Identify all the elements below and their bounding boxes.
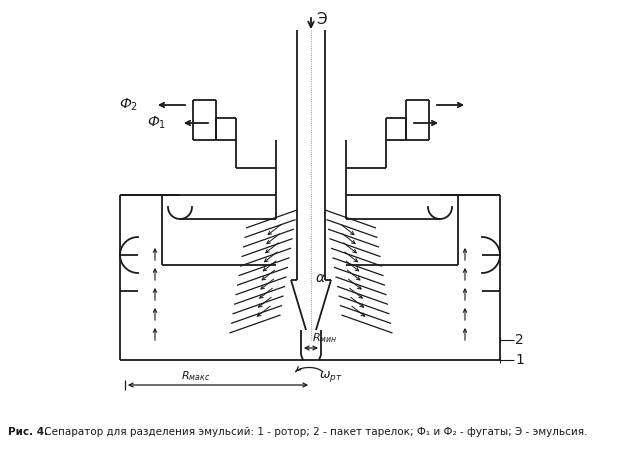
Text: $ω_{рт}$: $ω_{рт}$ [319,369,342,384]
Text: $Ф_2$: $Ф_2$ [119,97,138,113]
Text: 1: 1 [515,353,524,367]
Text: α: α [316,271,325,285]
Text: 2: 2 [515,333,524,347]
Text: Э: Э [316,12,327,27]
Text: $R_{мин}$: $R_{мин}$ [312,331,338,345]
Text: Рис. 4.: Рис. 4. [8,427,48,437]
Text: Сепаратор для разделения эмульсий: 1 - ротор; 2 - пакет тарелок; Ф₁ и Ф₂ - фугат: Сепаратор для разделения эмульсий: 1 - р… [41,427,588,437]
Text: $Ф_1$: $Ф_1$ [147,115,166,131]
Text: $R_{макс}$: $R_{макс}$ [181,369,210,383]
